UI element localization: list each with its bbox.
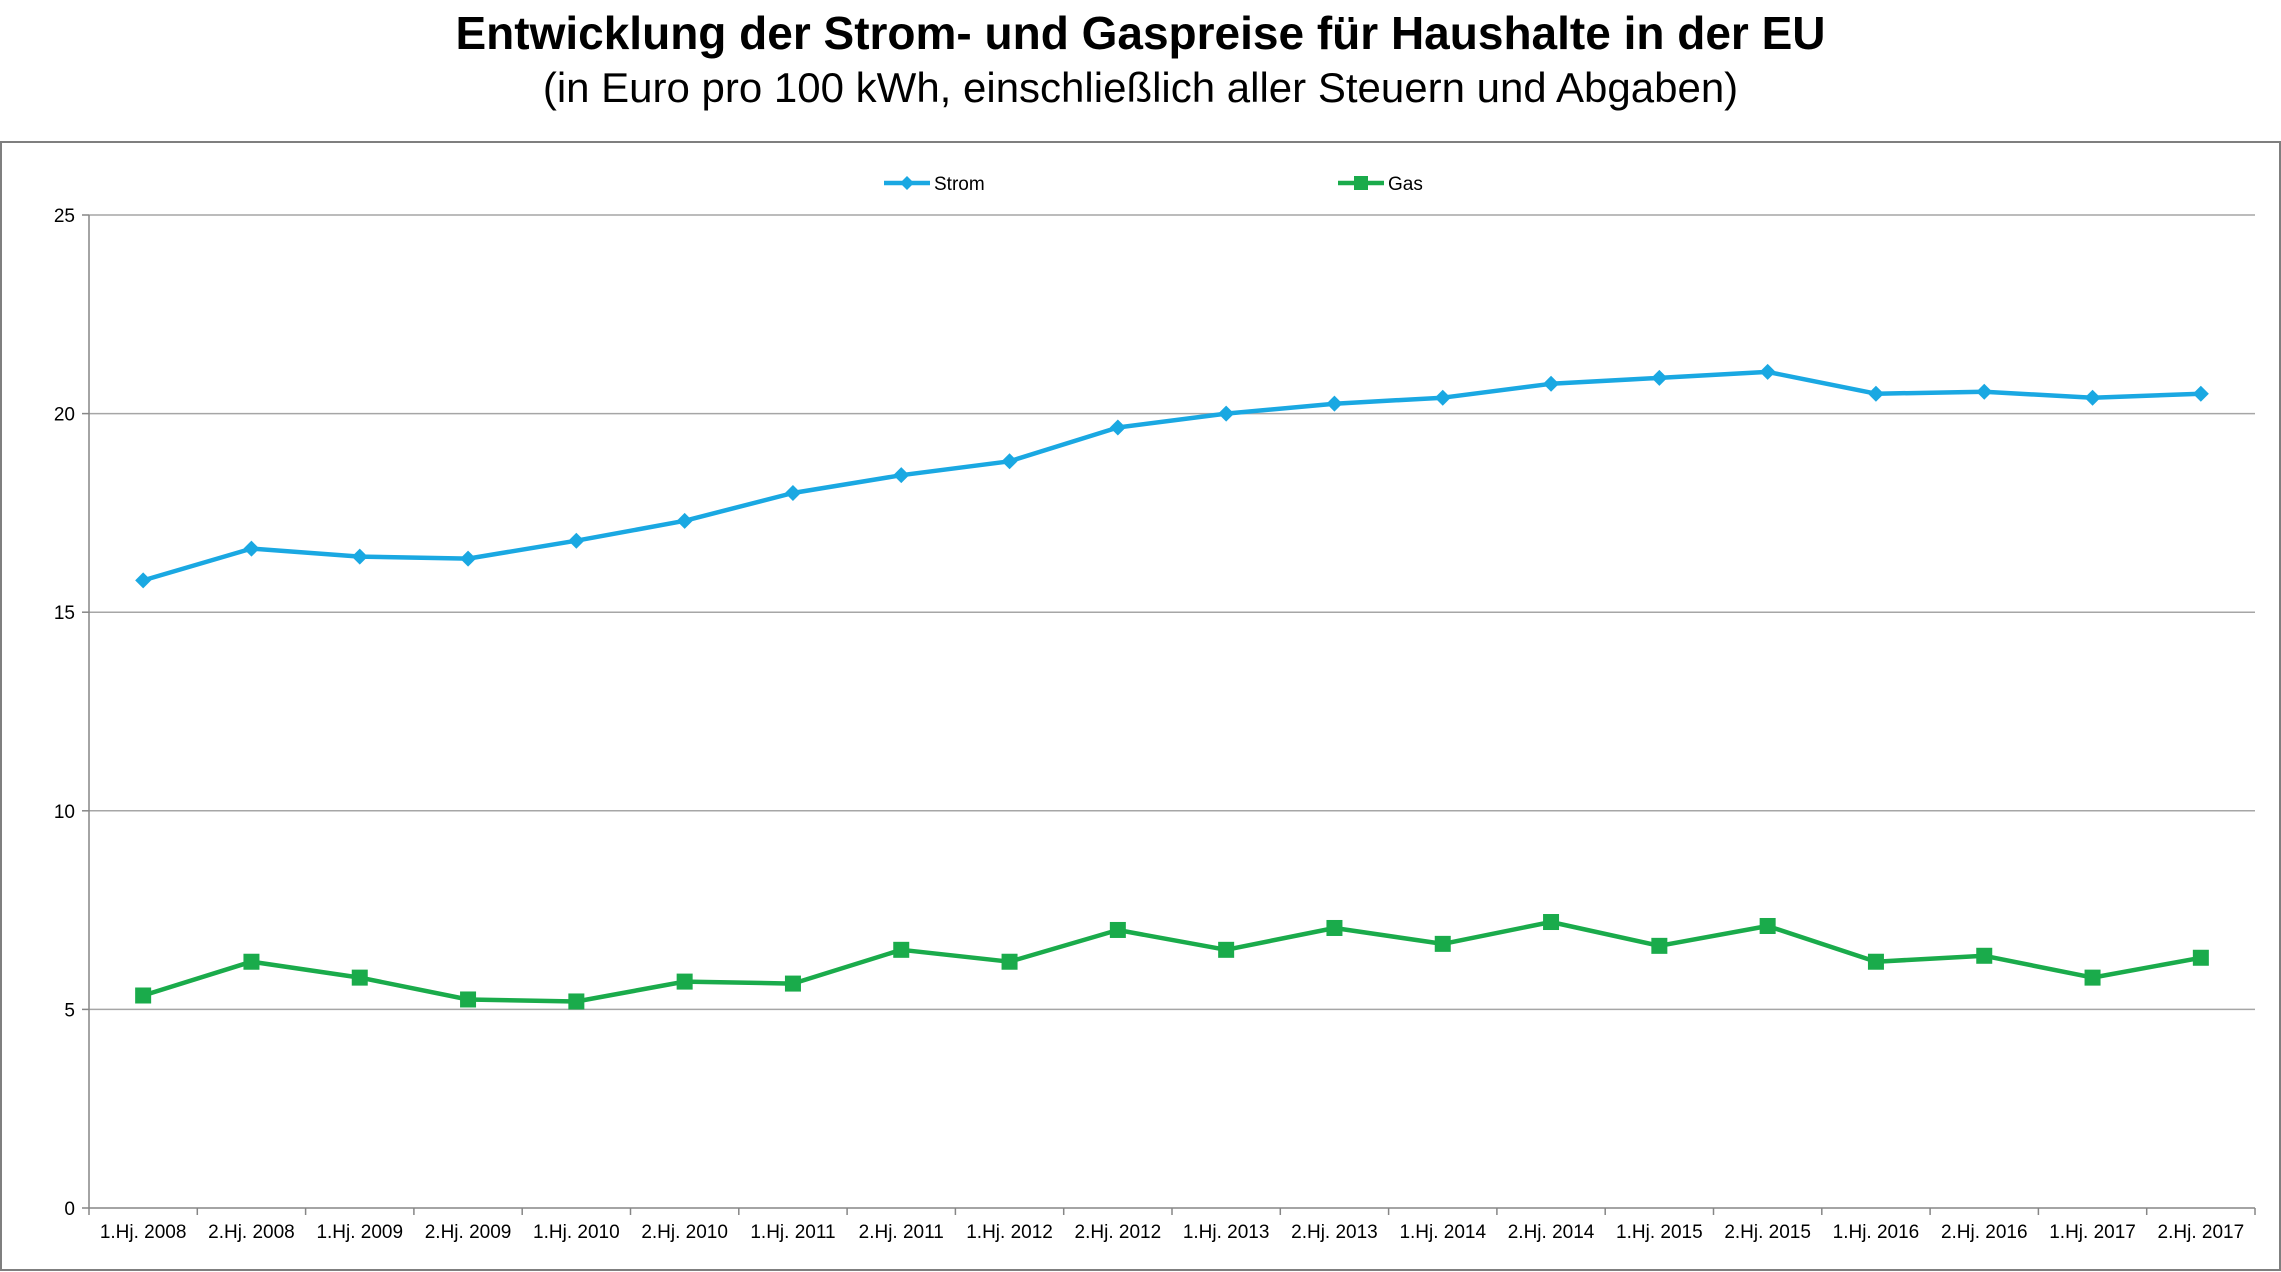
x-tick-label: 1.Hj. 2017	[2049, 1222, 2136, 1243]
data-point-strom	[135, 572, 152, 589]
data-point-strom	[1001, 453, 1018, 470]
legend-label-gas: Gas	[1388, 174, 1423, 195]
axes	[82, 214, 2256, 1215]
x-tick-label: 2.Hj. 2010	[641, 1222, 728, 1243]
data-point-strom	[1651, 369, 1668, 386]
data-point-gas	[2192, 949, 2209, 966]
data-point-gas	[351, 969, 368, 986]
legend-label-strom: Strom	[934, 174, 985, 195]
data-point-gas	[1218, 941, 1235, 958]
y-axis-ticks: 0 5 10 15 20 25	[54, 206, 75, 1220]
data-point-strom	[676, 512, 693, 529]
data-point-gas	[1651, 937, 1668, 954]
x-tick-label: 1.Hj. 2013	[1183, 1222, 1270, 1243]
x-tick-label: 1.Hj. 2009	[316, 1222, 403, 1243]
data-point-strom	[243, 540, 260, 557]
data-point-gas	[893, 941, 910, 958]
chart-subtitle: (in Euro pro 100 kWh, einschließlich all…	[542, 64, 1739, 111]
data-point-gas	[676, 973, 693, 990]
x-tick-label: 1.Hj. 2014	[1399, 1222, 1486, 1243]
y-tick-label: 25	[54, 206, 75, 227]
x-tick-label: 1.Hj. 2008	[100, 1222, 187, 1243]
data-point-gas	[243, 953, 260, 970]
series-line-strom	[142, 369, 2201, 583]
x-tick-label: 1.Hj. 2012	[966, 1222, 1053, 1243]
x-tick-label: 2.Hj. 2015	[1724, 1222, 1811, 1243]
data-point-gas	[1109, 921, 1126, 938]
y-tick-label: 10	[54, 802, 75, 823]
y-tick-label: 20	[54, 405, 75, 426]
data-point-gas	[1001, 953, 1018, 970]
series-group	[135, 363, 2209, 1010]
x-tick-label: 2.Hj. 2013	[1291, 1222, 1378, 1243]
x-tick-label: 1.Hj. 2015	[1616, 1222, 1703, 1243]
x-tick-label: 1.Hj. 2010	[533, 1222, 620, 1243]
data-point-strom	[1759, 363, 1776, 380]
x-tick-label: 2.Hj. 2009	[425, 1222, 512, 1243]
legend: Strom Gas	[884, 174, 1423, 195]
y-tick-label: 5	[64, 1000, 75, 1021]
data-point-gas	[1759, 917, 1776, 934]
data-point-gas	[2084, 969, 2101, 986]
x-tick-label: 2.Hj. 2008	[208, 1222, 295, 1243]
data-point-gas	[568, 993, 585, 1010]
x-axis-ticks: 1.Hj. 2008 2.Hj. 2008 1.Hj. 2009 2.Hj. 2009…	[100, 1222, 2244, 1243]
data-point-strom	[1976, 383, 1993, 400]
data-point-strom	[1867, 385, 1884, 402]
data-point-gas	[1976, 947, 1993, 964]
x-tick-label: 2.Hj. 2011	[859, 1222, 944, 1243]
data-point-gas	[1543, 914, 1560, 931]
data-point-strom	[1218, 405, 1235, 422]
data-point-gas	[460, 991, 477, 1008]
x-tick-label: 1.Hj. 2011	[750, 1222, 835, 1243]
y-tick-label: 0	[64, 1199, 75, 1220]
legend-marker-strom	[900, 176, 914, 190]
data-point-strom	[351, 548, 368, 565]
data-point-strom	[1543, 375, 1560, 392]
data-point-strom	[1109, 419, 1126, 436]
data-point-gas	[1326, 919, 1343, 936]
data-point-strom	[893, 467, 910, 484]
y-tick-label: 15	[54, 603, 75, 624]
x-tick-label: 1.Hj. 2016	[1833, 1222, 1920, 1243]
data-point-strom	[784, 485, 801, 502]
data-point-strom	[2192, 385, 2209, 402]
x-tick-label: 2.Hj. 2014	[1508, 1222, 1595, 1243]
x-tick-label: 2.Hj. 2017	[2158, 1222, 2245, 1243]
data-point-strom	[2084, 389, 2101, 406]
data-point-gas	[1867, 953, 1884, 970]
x-tick-label: 2.Hj. 2016	[1941, 1222, 2028, 1243]
gridlines	[89, 214, 2255, 1011]
data-point-strom	[568, 532, 585, 549]
data-point-gas	[135, 987, 152, 1004]
data-point-gas	[784, 975, 801, 992]
chart-title: Entwicklung der Strom- und Gaspreise für…	[455, 7, 1826, 59]
data-point-strom	[1326, 395, 1343, 412]
chart-frame	[0, 141, 2281, 1271]
series-line-gas	[142, 919, 2202, 1004]
data-point-strom	[460, 550, 477, 567]
x-tick-label: 2.Hj. 2012	[1075, 1222, 1162, 1243]
data-point-gas	[1434, 935, 1451, 952]
legend-marker-gas	[1354, 176, 1368, 190]
data-point-strom	[1434, 389, 1451, 406]
